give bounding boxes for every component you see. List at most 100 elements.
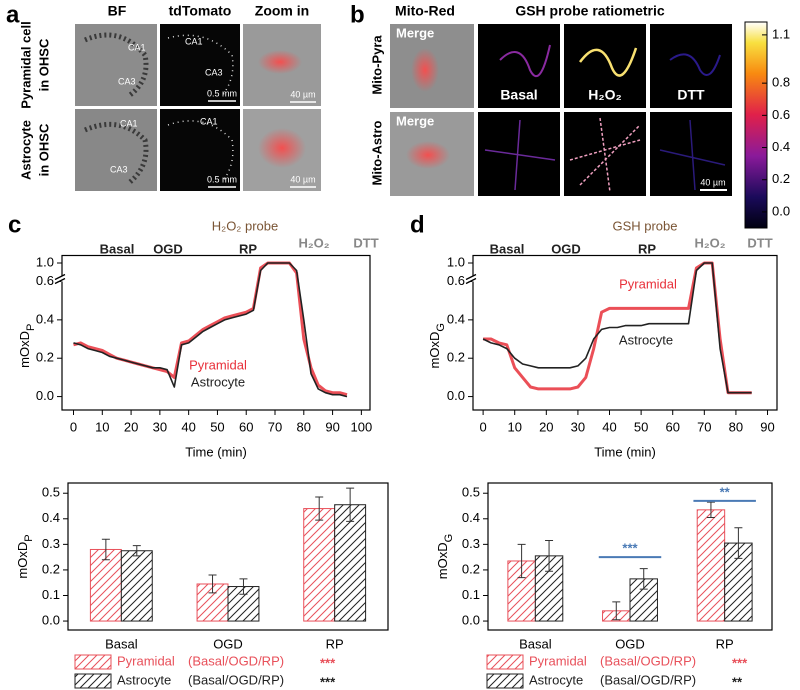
y-tick-label: 0.2	[42, 561, 60, 576]
legend-note: (Basal/OGD/RP)	[600, 653, 696, 668]
series-label: Astrocyte	[619, 332, 673, 347]
series-label: Pyramidal	[619, 276, 677, 291]
y-tick-label: 0.0	[36, 388, 54, 403]
y-tick-label: 0.2	[36, 350, 54, 365]
x-tick-label: 60	[665, 419, 679, 434]
y-tick-label: 0.2	[447, 350, 465, 365]
panel-letter: c	[8, 211, 21, 238]
region-label: CA1	[185, 36, 203, 46]
y-axis-label: mOxDP	[15, 534, 34, 578]
bar	[334, 504, 367, 622]
x-tick-label: 0	[479, 419, 486, 434]
y-tick-label: 0.4	[36, 311, 54, 326]
legend-swatch	[74, 673, 112, 689]
legend-note: (Basal/OGD/RP)	[600, 672, 696, 687]
condition-label: H₂O₂	[588, 87, 621, 103]
scale-bar-label: 40 µm	[700, 177, 725, 187]
x-tick-label: 30	[153, 419, 167, 434]
significance-label: **	[720, 484, 731, 499]
plot-frame	[487, 482, 773, 631]
significance-label: ***	[622, 541, 638, 556]
colorbar-tick-label: 0.4	[772, 139, 790, 154]
x-tick-label: 80	[729, 419, 743, 434]
x-tick-label: 40	[181, 419, 195, 434]
error-bar	[517, 543, 526, 579]
y-tick-label: 0.6	[36, 273, 54, 288]
image-label: Merge	[396, 25, 434, 40]
axis-break	[54, 273, 66, 285]
x-tick-label: 50	[634, 419, 648, 434]
x-axis-label: Time (min)	[185, 444, 247, 459]
x-tick-label: 40	[602, 419, 616, 434]
region-label: CA1	[120, 118, 138, 128]
column-header: BF	[108, 3, 127, 19]
chart-title: H₂O₂ probe	[212, 218, 278, 233]
colorbar-tick-label: 0.6	[772, 107, 790, 122]
y-tick-label: 0.0	[462, 612, 480, 627]
y-tick-label: 0.1	[462, 587, 480, 602]
x-tick-label: 20	[539, 419, 553, 434]
y-axis-label: mOxDG	[427, 323, 446, 368]
region-label: CA1	[200, 116, 218, 126]
image-detail	[258, 128, 306, 168]
chart-title: GSH probe	[612, 218, 677, 233]
row-label: Mito-Astro	[369, 120, 384, 185]
colorbar-tick-label: 1.1	[772, 26, 790, 41]
image-label: Merge	[396, 113, 434, 128]
image-ratio	[564, 24, 646, 108]
series-line	[482, 262, 752, 394]
bar	[696, 509, 726, 622]
legend-significance: ***	[732, 655, 748, 670]
y-axis-label-main: mOxD	[427, 332, 442, 369]
error-bar	[346, 487, 355, 522]
x-tick-label: 70	[268, 419, 282, 434]
legend-swatch	[74, 654, 112, 670]
legend-label: Astrocyte	[117, 672, 171, 687]
legend-swatch	[486, 673, 524, 689]
image-detail	[669, 53, 721, 76]
y-tick-label: 0.6	[447, 273, 465, 288]
legend-swatch	[486, 654, 524, 670]
image-bf	[75, 24, 157, 106]
y-tick-label: 0.3	[42, 536, 60, 551]
phase-label: OGD	[551, 241, 581, 256]
colorbar-tick-label: 0.0	[772, 203, 790, 218]
y-axis-label-main: mOxD	[15, 542, 30, 579]
legend-significance: ***	[320, 674, 336, 689]
error-bar	[208, 574, 217, 594]
x-tick-label: RP	[326, 636, 344, 651]
y-axis-label-sub: P	[25, 324, 37, 331]
legend-significance: ***	[320, 655, 336, 670]
row-label: Mito-Pyra	[369, 35, 384, 95]
y-axis-label-main: mOxD	[435, 542, 450, 579]
plot-frame	[61, 254, 371, 411]
bar	[89, 548, 122, 622]
row-label: in OHSC	[36, 38, 51, 91]
series-line	[73, 262, 348, 398]
y-tick-label: 0.1	[42, 587, 60, 602]
panel-letter: b	[350, 1, 365, 28]
y-tick-label: 1.0	[36, 254, 54, 269]
row-label: in OHSC	[36, 123, 51, 176]
column-header: Mito-Red	[395, 3, 455, 19]
y-tick-label: 0.4	[42, 510, 60, 525]
phase-label: DTT	[747, 235, 772, 250]
axis-break	[465, 273, 477, 285]
y-axis-label-sub: P	[23, 534, 35, 541]
image-ratio	[650, 24, 732, 108]
series-label: Astrocyte	[191, 374, 245, 389]
x-tick-label: 100	[351, 419, 373, 434]
panel-a: a BF tdTomato Zoom in Pyramidal cell in …	[6, 1, 321, 191]
error-bar	[545, 540, 554, 572]
panel-letter: a	[6, 1, 20, 28]
scale-bar-label: 0.5 mm	[207, 88, 237, 98]
y-tick-label: 0.4	[447, 311, 465, 326]
y-tick-label: 0.3	[462, 536, 480, 551]
y-tick-label: 0.0	[447, 388, 465, 403]
region-label: CA3	[118, 76, 136, 86]
phase-label: RP	[638, 241, 656, 256]
image-detail	[578, 47, 638, 77]
phase-label: DTT	[353, 235, 378, 250]
region-label: CA3	[205, 67, 223, 77]
phase-label: Basal	[490, 241, 525, 256]
